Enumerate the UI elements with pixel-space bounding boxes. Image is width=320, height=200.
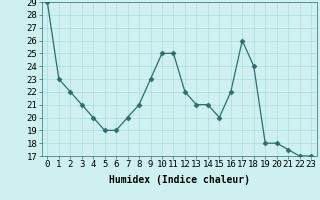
X-axis label: Humidex (Indice chaleur): Humidex (Indice chaleur) [109, 175, 250, 185]
